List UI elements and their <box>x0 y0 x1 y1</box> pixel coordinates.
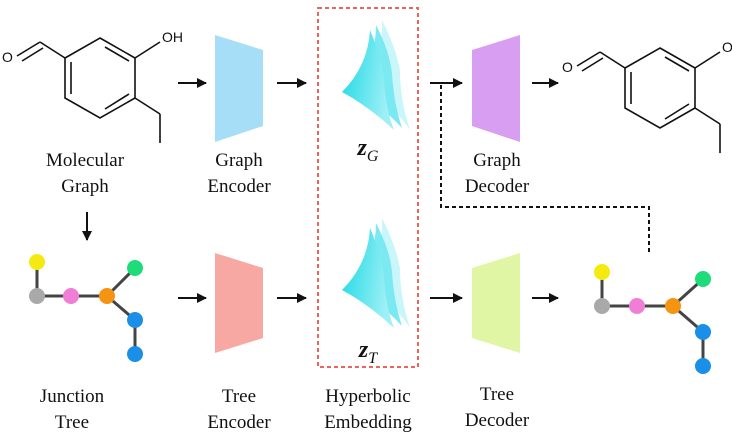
graph-hyperbolic-surface <box>342 20 410 130</box>
tree-node-blue-2 <box>127 346 143 362</box>
tree-decoder-label-line1: Tree <box>480 384 514 405</box>
output-tree-node-blue-1 <box>695 324 711 340</box>
tree-node-yellow <box>29 254 45 270</box>
output-junction-tree <box>594 264 711 374</box>
graph-encoder-label-line2: Encoder <box>207 176 271 197</box>
output-tree-node-pink <box>629 298 645 314</box>
aldehyde-oxygen-label: O <box>2 49 13 65</box>
graph-encoder-label-line1: Graph <box>215 150 263 171</box>
output-tree-node-orange <box>665 298 681 314</box>
tree-decoder-label-line2: Decoder <box>465 410 530 431</box>
output-aldehyde-oxygen-label: O <box>562 59 573 75</box>
tree-decoder-shape <box>472 253 520 353</box>
graph-decoder-label-line1: Graph <box>473 150 521 171</box>
hyperbolic-embedding-box <box>317 7 419 368</box>
output-tree-node-yellow <box>594 264 610 280</box>
tree-node-gray <box>29 288 45 304</box>
output-tree-node-gray <box>594 298 610 314</box>
junction-tree-label-line1: Junction <box>40 386 105 407</box>
output-hydroxyl-atom-label: OH <box>722 39 732 55</box>
tree-encoder-label-line1: Tree <box>222 386 256 407</box>
input-junction-tree <box>29 254 143 362</box>
tree-encoder-shape <box>215 253 263 353</box>
junction-tree-label-line2: Tree <box>55 412 89 433</box>
molecular-graph-label-line2: Graph <box>61 176 109 197</box>
graph-decoder-shape <box>472 35 520 142</box>
input-molecule: OH O <box>2 29 183 144</box>
hyperbolic-embedding-label-line1: Hyperbolic <box>325 386 410 407</box>
output-molecule: OH O <box>562 39 732 154</box>
tree-node-orange <box>99 288 115 304</box>
molecular-graph-label-line1: Molecular <box>46 150 125 171</box>
tree-latent-label: zT <box>358 337 378 367</box>
output-tree-node-blue-2 <box>695 358 711 374</box>
tree-encoder-label-line2: Encoder <box>207 412 271 433</box>
tree-hyperbolic-surface <box>342 218 410 328</box>
tree-node-green <box>127 260 143 276</box>
tree-node-pink <box>63 288 79 304</box>
graph-decoder-label-line2: Decoder <box>465 176 530 197</box>
dotted-tree-to-graph-connector <box>440 83 650 252</box>
graph-latent-label: zG <box>357 135 379 165</box>
hyperbolic-embedding-label-line2: Embedding <box>324 412 412 433</box>
output-tree-node-green <box>695 271 711 287</box>
graph-encoder-shape <box>215 35 263 142</box>
tree-node-blue-1 <box>127 312 143 328</box>
hydroxyl-atom-label: OH <box>162 29 183 45</box>
